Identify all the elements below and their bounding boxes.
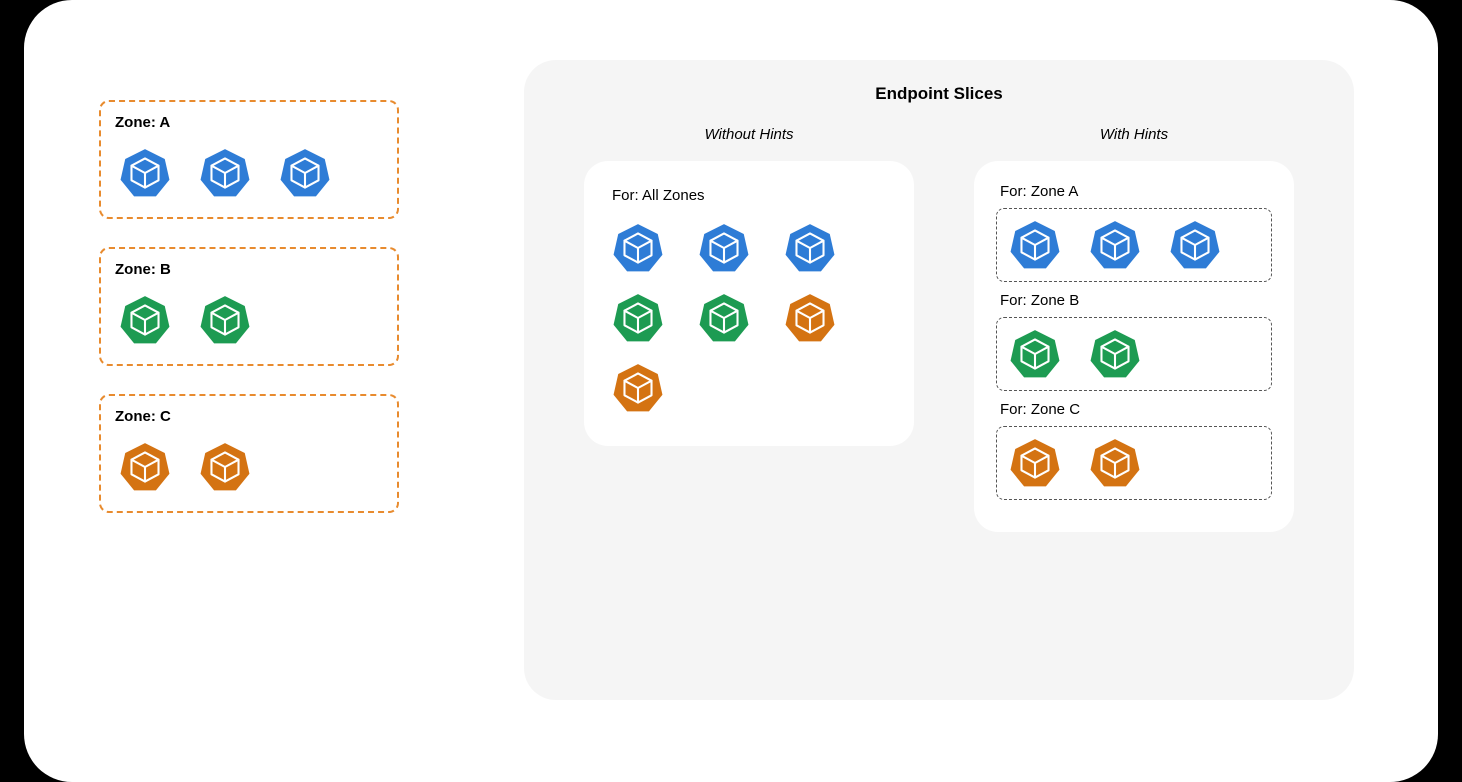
hints-group-label: For: Zone A (996, 183, 1272, 200)
k8s-pod-icon (784, 292, 836, 344)
without-hints-header: Without Hints (704, 126, 793, 143)
with-hints-card: For: Zone A For: Zone B (974, 161, 1294, 532)
zone-box-b: Zone: B (99, 247, 399, 366)
zone-box-a: Zone: A (99, 100, 399, 219)
zone-b-label: Zone: B (115, 261, 383, 278)
hints-group-box (996, 208, 1272, 282)
k8s-pod-icon (1089, 328, 1141, 380)
hints-group-label: For: Zone B (996, 292, 1272, 309)
with-hints-column: With Hints For: Zone A For: Zone B (974, 126, 1294, 532)
k8s-pod-icon (1009, 219, 1061, 271)
hints-group: For: Zone A (996, 183, 1272, 282)
k8s-pod-icon (698, 292, 750, 344)
zone-a-icons (115, 147, 383, 199)
k8s-pod-icon (199, 147, 251, 199)
k8s-pod-icon (119, 147, 171, 199)
k8s-pod-icon (1009, 328, 1061, 380)
k8s-pod-icon (199, 294, 251, 346)
without-hints-column: Without Hints For: All Zones (584, 126, 914, 532)
k8s-pod-icon (1009, 437, 1061, 489)
panel-columns: Without Hints For: All Zones (554, 126, 1324, 532)
hints-group: For: Zone C (996, 401, 1272, 500)
hints-group-label: For: Zone C (996, 401, 1272, 418)
k8s-pod-icon (279, 147, 331, 199)
endpoint-slices-panel: Endpoint Slices Without Hints For: All Z… (524, 60, 1354, 700)
hints-group-box (996, 426, 1272, 500)
k8s-pod-icon (119, 294, 171, 346)
with-hints-header: With Hints (1100, 126, 1168, 143)
k8s-pod-icon (612, 362, 664, 414)
zones-column: Zone: A Zone: B (99, 100, 399, 541)
all-zones-icons (612, 222, 892, 414)
zone-c-icons (115, 441, 383, 493)
panel-title: Endpoint Slices (554, 84, 1324, 104)
zone-c-label: Zone: C (115, 408, 383, 425)
k8s-pod-icon (1089, 219, 1141, 271)
k8s-pod-icon (119, 441, 171, 493)
k8s-pod-icon (1169, 219, 1221, 271)
k8s-pod-icon (784, 222, 836, 274)
hints-group-box (996, 317, 1272, 391)
k8s-pod-icon (612, 222, 664, 274)
all-zones-label: For: All Zones (612, 187, 886, 204)
k8s-pod-icon (698, 222, 750, 274)
diagram-canvas: Zone: A Zone: B (24, 0, 1438, 782)
zone-a-label: Zone: A (115, 114, 383, 131)
k8s-pod-icon (199, 441, 251, 493)
k8s-pod-icon (1089, 437, 1141, 489)
zone-b-icons (115, 294, 383, 346)
hints-group: For: Zone B (996, 292, 1272, 391)
zone-box-c: Zone: C (99, 394, 399, 513)
k8s-pod-icon (612, 292, 664, 344)
all-zones-card: For: All Zones (584, 161, 914, 446)
